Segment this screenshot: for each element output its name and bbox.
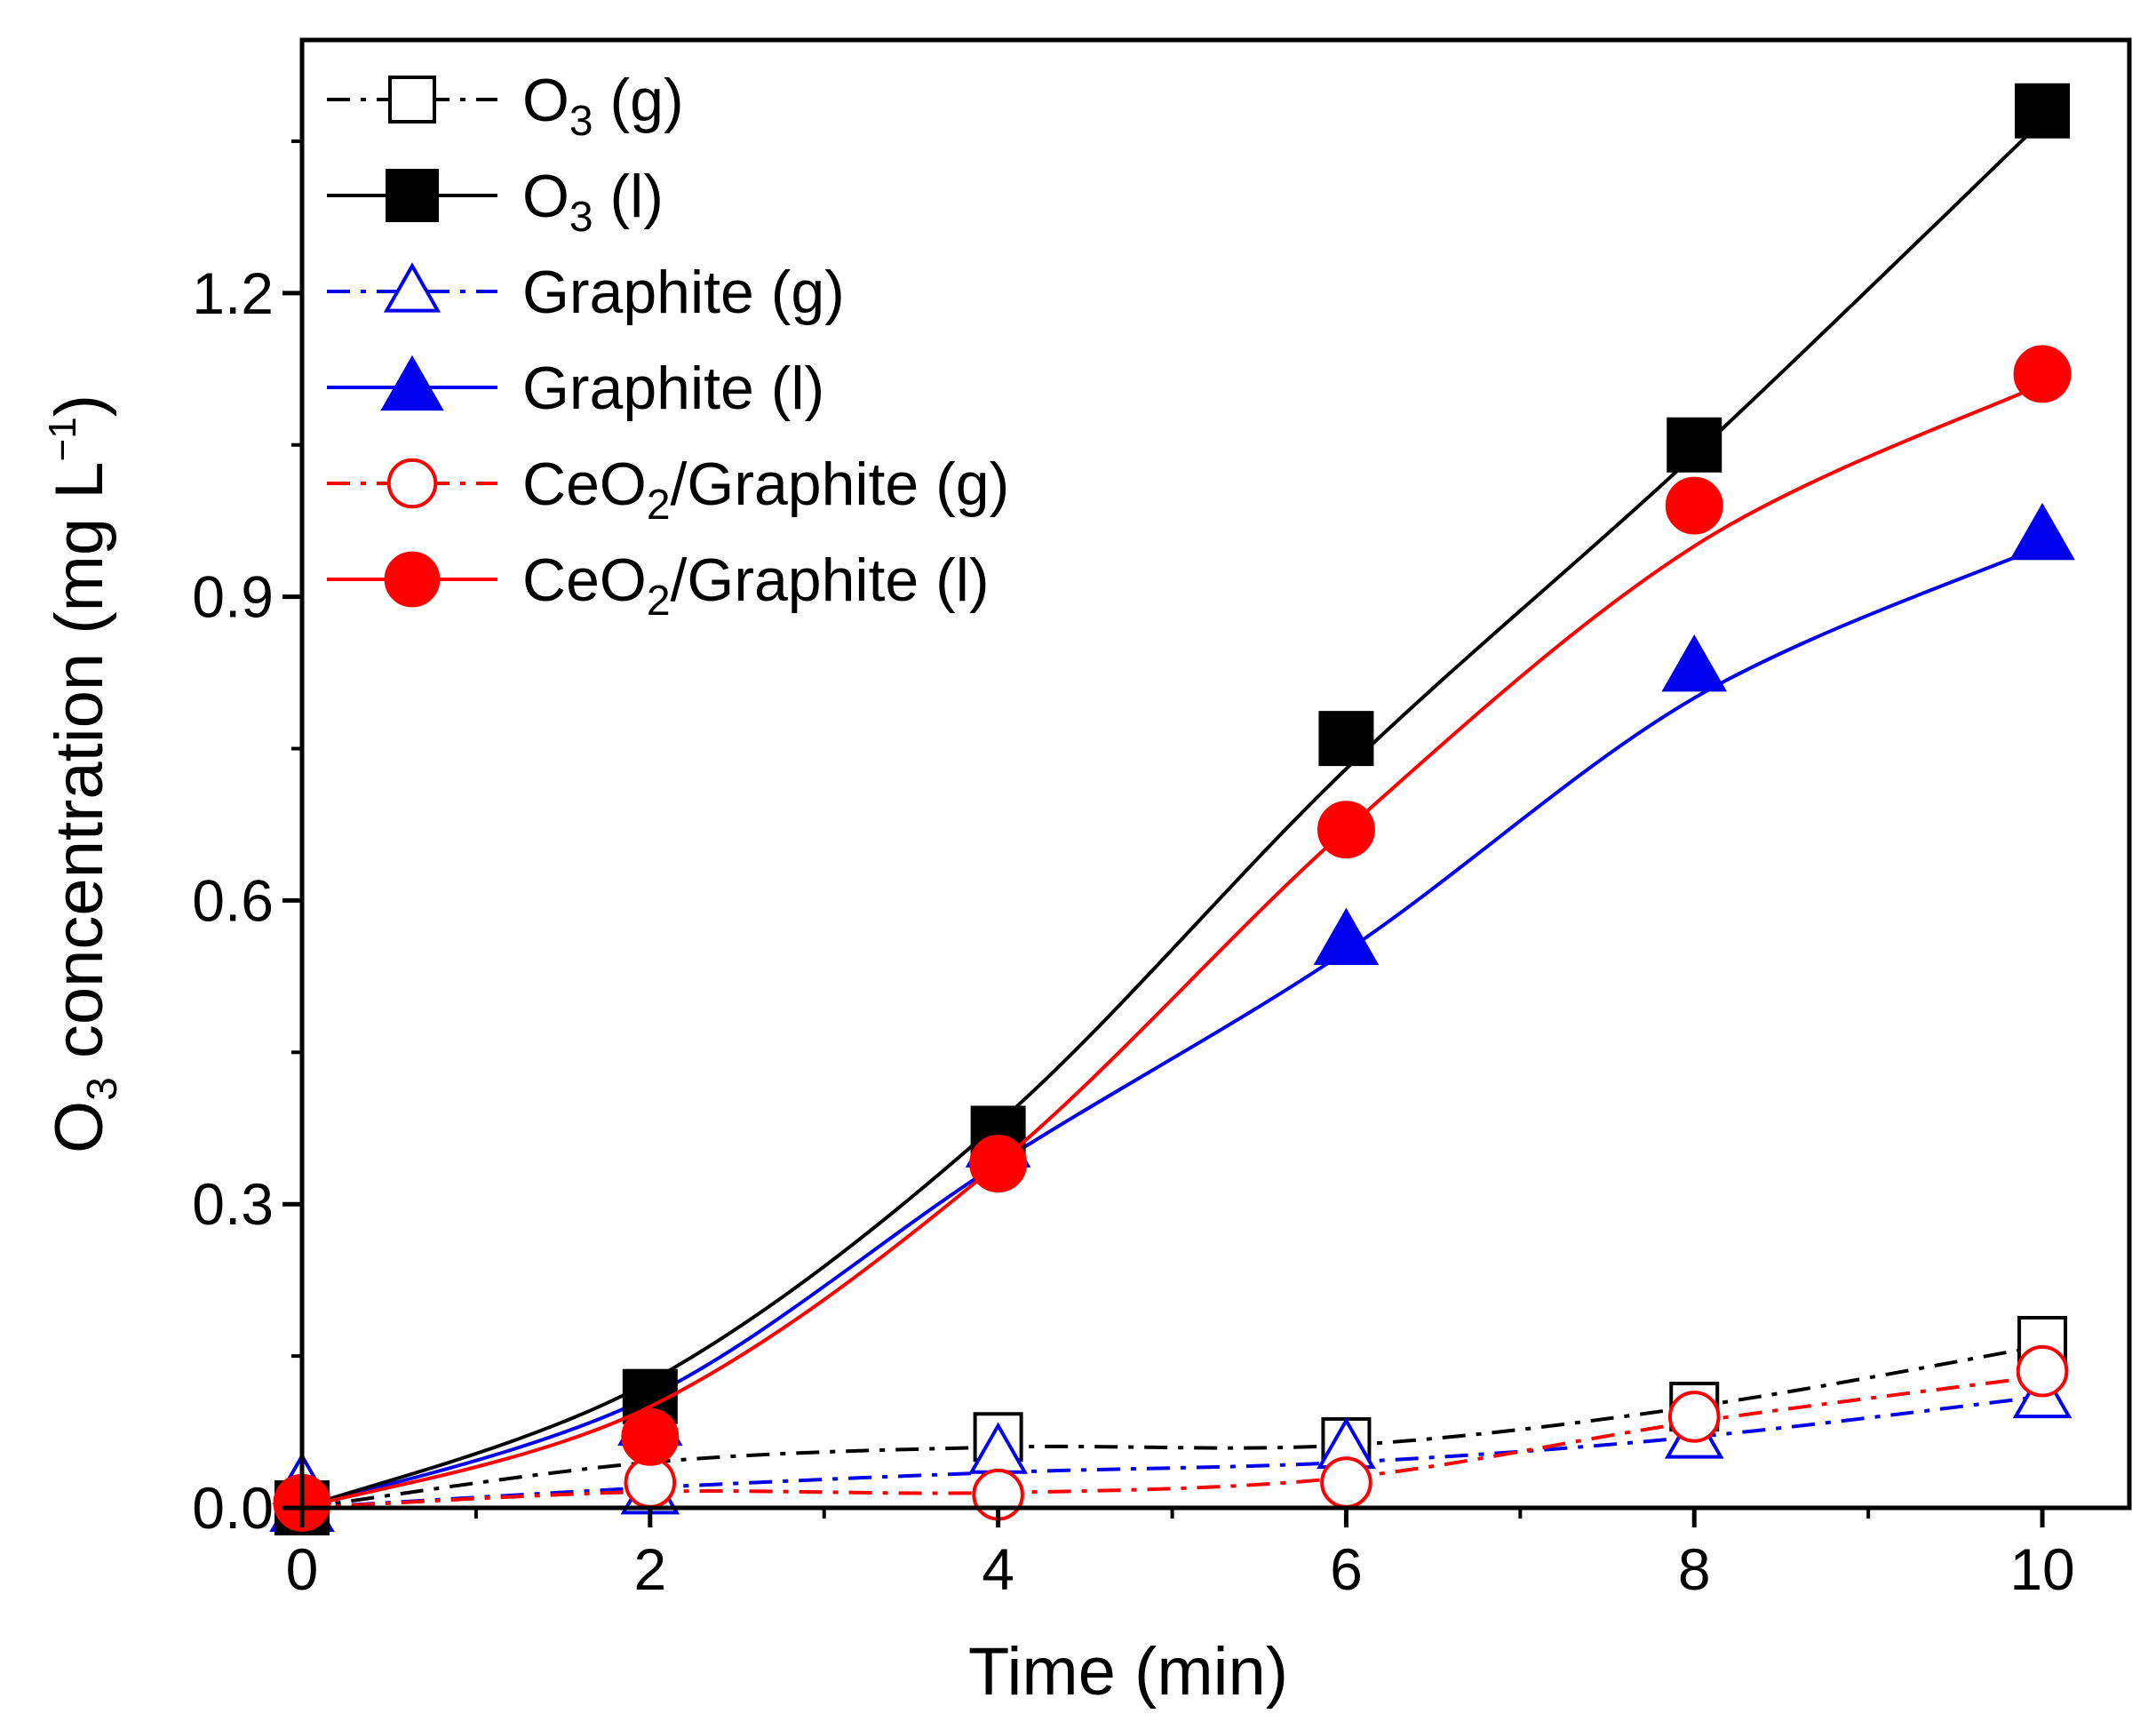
data-point: [621, 1407, 680, 1466]
data-point: [1667, 417, 1722, 473]
y-tick-label: 0.6: [192, 867, 274, 933]
x-axis-title: Time (min): [968, 1634, 1288, 1710]
y-tick-label: 0.9: [192, 564, 274, 630]
series-line: [301, 382, 2043, 1510]
data-point: [1661, 634, 1728, 692]
legend-sample: [327, 76, 497, 124]
legend-item-o3-g: O3 (g): [327, 67, 684, 145]
x-tick-label: 4: [982, 1536, 1014, 1602]
legend-marker: [380, 355, 444, 411]
y-tick-label: 0.0: [192, 1475, 274, 1541]
legend-sample: [327, 551, 497, 608]
y-axis-title-superscript: −1: [41, 417, 84, 461]
legend-item-graphite-l: Graphite (l): [327, 355, 824, 422]
legend-label: O3 (g): [522, 67, 684, 145]
x-axis: 0 2 4 6 8 10: [286, 1508, 2075, 1602]
data-point: [1667, 1391, 1721, 1443]
series-line: [301, 1343, 2043, 1510]
data-point: [1665, 476, 1723, 535]
series-line: [301, 119, 2044, 1510]
data-point: [2016, 1344, 2069, 1398]
y-tick-label: 0.3: [192, 1171, 274, 1237]
series-line: [301, 544, 2043, 1510]
legend-label: CeO2/Graphite (l): [522, 546, 990, 625]
legend-marker: [388, 76, 436, 124]
y-axis-title: O3 concentration (mg L−1): [41, 395, 126, 1153]
legend-sample: [327, 169, 497, 222]
x-tick-label: 10: [2009, 1536, 2074, 1602]
plot-frame: [299, 37, 2132, 1511]
legend-marker: [383, 262, 442, 313]
series-line: [301, 1394, 2043, 1510]
legend-label: Graphite (l): [522, 355, 824, 422]
legend-sample: [327, 458, 497, 509]
y-tick-label: 1.2: [192, 260, 274, 326]
y-axis-title-main: O: [42, 1101, 117, 1153]
legend-item-o3-l: O3 (l): [327, 163, 664, 241]
data-point: [2015, 83, 2071, 139]
data-point: [2009, 502, 2075, 561]
legend-sample: [327, 262, 497, 313]
legend-item-ceo2-graphite-l: CeO2/Graphite (l): [327, 546, 990, 625]
data-point: [1320, 1456, 1372, 1509]
data-point: [1313, 907, 1380, 965]
legend-marker: [386, 169, 439, 222]
data-point: [1317, 801, 1375, 859]
y-axis-title-rest: concentration (mg L: [42, 461, 117, 1077]
y-axis-title-close: ): [42, 395, 117, 417]
series-line: [301, 1374, 2043, 1510]
legend-sample: [327, 355, 497, 411]
legend-label: Graphite (g): [522, 259, 845, 326]
x-tick-label: 0: [286, 1536, 319, 1602]
legend-label: CeO2/Graphite (g): [522, 450, 1009, 529]
y-axis-title-subscript: 3: [79, 1077, 126, 1101]
y-axis: 0.0 0.3 0.6 0.9 1.2: [192, 139, 302, 1541]
data-point: [2013, 345, 2072, 403]
series-graphite-l: [269, 502, 2075, 1533]
x-tick-label: 2: [633, 1536, 666, 1602]
x-tick-label: 6: [1330, 1536, 1363, 1602]
series-ceo2-graphite-l: [273, 345, 2072, 1532]
legend-item-graphite-g: Graphite (g): [327, 259, 845, 326]
x-tick-label: 8: [1678, 1536, 1711, 1602]
legend-marker: [384, 551, 441, 608]
legend-marker: [386, 458, 438, 509]
legend-label: O3 (l): [522, 163, 664, 241]
data-point: [1318, 711, 1374, 767]
legend-item-ceo2-graphite-g: CeO2/Graphite (g): [327, 450, 1009, 529]
legend: O3 (g) O3 (l) Graphite (g) Graphite (l) …: [327, 67, 1009, 625]
data-point: [969, 1135, 1028, 1193]
